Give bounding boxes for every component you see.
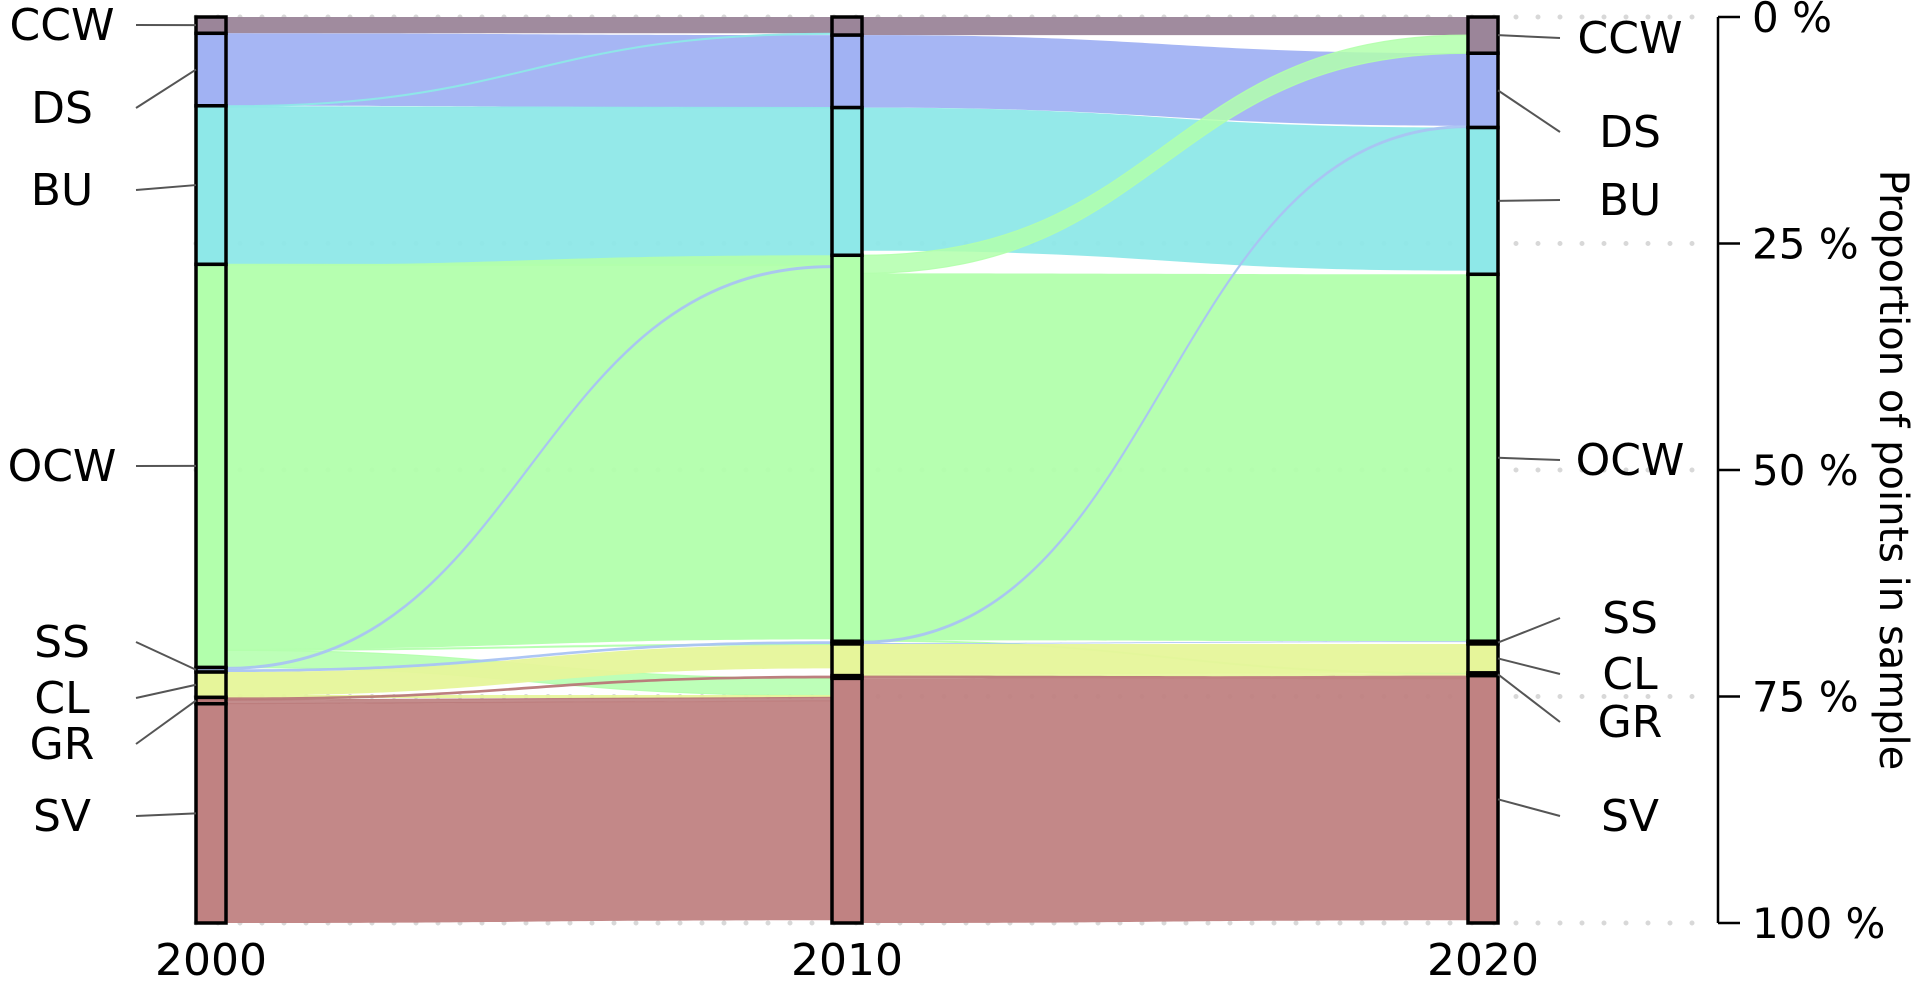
y-tick-label-75: 75 % xyxy=(1752,673,1859,722)
leader-line-left-ss xyxy=(135,641,197,671)
leader-line-right-ocw xyxy=(1497,456,1561,461)
bar-segment-2010-cl xyxy=(830,642,864,678)
category-label-right-ocw: OCW xyxy=(1576,435,1685,486)
bar-segment-2020-ocw xyxy=(1466,272,1500,643)
category-label-left-bu: BU xyxy=(31,165,93,216)
bar-segment-2020-ds xyxy=(1466,51,1500,130)
category-label-left-sv: SV xyxy=(33,791,91,842)
leader-line-left-bu xyxy=(135,184,197,191)
leader-line-right-sv xyxy=(1497,798,1561,817)
category-label-left-ds: DS xyxy=(31,83,93,134)
flow-2010-ccw-to-2020-ccw xyxy=(862,17,1468,36)
leader-line-right-ss xyxy=(1497,617,1561,644)
bar-segment-2000-ds xyxy=(194,31,228,108)
bar-2020 xyxy=(1466,15,1500,925)
category-label-right-ss: SS xyxy=(1602,593,1658,644)
flow-2000-gr-to-2010-gr xyxy=(226,675,832,701)
leader-line-left-sv xyxy=(135,812,197,817)
category-label-right-gr: GR xyxy=(1598,697,1663,748)
year-label-2000: 2000 xyxy=(155,935,267,983)
leader-line-right-cl xyxy=(1497,657,1561,675)
year-label-2010: 2010 xyxy=(791,935,903,983)
flow-2010-sv-to-2020-sv xyxy=(862,675,1468,923)
category-label-left-ocw: OCW xyxy=(8,441,117,492)
bar-segment-2010-bu xyxy=(830,105,864,258)
category-label-right-ccw: CCW xyxy=(1578,13,1683,64)
flow-2010-bu-to-2020-bu xyxy=(862,107,1468,271)
bar-segment-2020-ccw xyxy=(1466,15,1500,55)
flow-2000-ss-to-2010-ss xyxy=(226,641,832,673)
bar-segment-2010-ocw xyxy=(830,253,864,643)
leader-line-left-ds xyxy=(135,68,197,109)
flow-2010-ds-to-2020-ds xyxy=(862,35,1468,126)
flow-2010-cl-to-2020-cl xyxy=(862,643,1468,673)
flow-2010-ocw-to-2020-ocw xyxy=(862,273,1468,642)
leader-line-right-bu xyxy=(1497,199,1561,202)
bar-segment-2020-sv xyxy=(1466,673,1500,925)
category-label-left-ss: SS xyxy=(34,617,90,668)
bar-segment-2000-bu xyxy=(194,104,228,267)
year-label-2020: 2020 xyxy=(1427,935,1539,983)
leader-line-left-gr xyxy=(135,699,197,745)
y-tick-label-50: 50 % xyxy=(1752,446,1859,495)
category-label-right-ds: DS xyxy=(1599,107,1661,158)
y-tick-label-100: 100 % xyxy=(1752,899,1885,948)
y-tick-label-25: 25 % xyxy=(1752,220,1859,269)
bar-segment-2010-sv xyxy=(830,676,864,925)
category-label-right-cl: CL xyxy=(1602,649,1658,700)
bar-segment-2000-sv xyxy=(194,701,228,925)
bar-segment-2000-ccw xyxy=(194,15,228,36)
bar-2000 xyxy=(194,15,228,925)
flow-2010-ss-to-2020-ss xyxy=(862,641,1468,644)
bar-segment-2000-ocw xyxy=(194,262,228,670)
category-label-left-cl: CL xyxy=(34,673,90,724)
flow-2000-cl-to-2010-cl xyxy=(226,644,832,696)
y-tick-label-0: 0 % xyxy=(1752,0,1832,42)
category-label-right-bu: BU xyxy=(1599,175,1661,226)
flow-2000-bu-to-2010-bu xyxy=(226,107,832,265)
leader-line-right-gr xyxy=(1497,673,1561,723)
flows-layer xyxy=(225,17,1469,923)
category-label-left-ccw: CCW xyxy=(10,0,115,51)
category-label-left-gr: GR xyxy=(30,719,95,770)
flow-2000-sv-to-2010-sv xyxy=(226,701,832,923)
bar-segment-2020-bu xyxy=(1466,125,1500,277)
category-label-right-sv: SV xyxy=(1601,791,1659,842)
leader-line-right-ds xyxy=(1497,89,1561,133)
bar-2010 xyxy=(830,15,864,925)
bar-segment-2020-cl xyxy=(1466,642,1500,675)
leader-line-left-cl xyxy=(135,683,197,699)
flow-2000-ocw-to-2010-ocw xyxy=(226,255,832,650)
bar-segment-2010-ccw xyxy=(830,15,864,37)
leader-line-right-ccw xyxy=(1497,34,1561,39)
y-axis-label: Proportion of points in sample xyxy=(1870,170,1916,771)
bar-segment-2000-cl xyxy=(194,670,228,700)
y-axis: 0 % 25 % 50 % 75 % 100 % xyxy=(1716,0,1885,948)
bar-segment-2010-ds xyxy=(830,33,864,110)
bars-layer: 2000 2010 2020 xyxy=(155,15,1539,983)
flow-2000-ccw-to-2010-ccw xyxy=(226,17,832,34)
